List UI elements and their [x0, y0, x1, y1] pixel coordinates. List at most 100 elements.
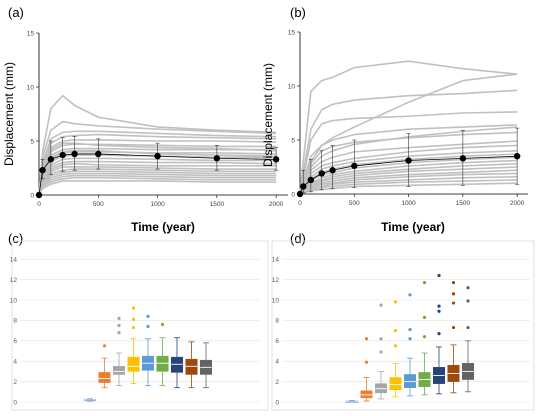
mean-point [272, 156, 280, 163]
mean-point [71, 150, 78, 158]
y-tick-label: 5 [291, 137, 295, 144]
outlier-point [422, 281, 427, 285]
x-tick-label: 500 [93, 201, 104, 208]
outlier-point [466, 299, 470, 303]
y-tick-label: 6 [275, 338, 279, 345]
line-panel-1: (b) 0 5 10 15 0 500 1000 1500 2000 Time (year) Disp… [261, 5, 528, 234]
outlier-point [408, 293, 412, 297]
outlier-point [451, 292, 456, 296]
outlier-point [364, 337, 369, 341]
mean-point [351, 162, 358, 170]
box [127, 356, 140, 372]
series-line [38, 94, 277, 196]
outlier-point [408, 327, 412, 332]
box [360, 390, 373, 399]
y-tick-label: 8 [13, 318, 17, 325]
y-tick-label: 0 [291, 191, 295, 198]
outlier-point [466, 286, 470, 290]
mean-point [59, 151, 66, 159]
outlier-point [379, 303, 383, 307]
panel-label: (d) [290, 231, 306, 246]
outlier-point [117, 331, 121, 335]
outlier-point [117, 316, 121, 320]
y-tick-label: 6 [13, 338, 17, 345]
line-panel-0: (a) 0 5 10 15 0 500 1000 1500 2000 Time (year) Disp… [2, 5, 288, 234]
series-line [38, 120, 277, 196]
mean-point [405, 157, 412, 164]
series-line [38, 130, 277, 196]
outlier-point [146, 314, 150, 318]
box-panel-2: (c) 0 2 4 6 8 10 12 14 [8, 231, 269, 411]
outlier-point [393, 329, 398, 333]
outlier-point [131, 317, 136, 321]
outlier-point [437, 309, 441, 313]
x-tick-label: 2000 [510, 200, 525, 207]
mean-point [307, 176, 315, 184]
box [185, 358, 198, 375]
box [389, 377, 402, 391]
mean-point [513, 153, 521, 160]
x-tick-label: 0 [37, 201, 41, 208]
outlier-point [422, 335, 427, 339]
box [113, 366, 125, 375]
mean-point [318, 170, 325, 177]
panel-label: (a) [8, 5, 24, 20]
outlier-point [451, 281, 456, 285]
box-panel-3: (d) 0 2 4 6 8 10 12 14 [271, 231, 535, 411]
y-tick-label: 14 [10, 257, 18, 264]
outlier-point [379, 350, 383, 354]
mean-point [47, 156, 55, 163]
outlier-point [364, 360, 369, 364]
y-tick-label: 15 [288, 29, 296, 36]
box [404, 374, 416, 388]
y-tick-label: 10 [272, 297, 280, 304]
series-line [299, 89, 518, 195]
mean-point [296, 190, 304, 198]
outlier-point [131, 306, 136, 310]
x-tick-label: 1000 [401, 200, 416, 207]
outlier-point [146, 324, 150, 329]
series-line [38, 174, 277, 196]
x-tick-label: 0 [298, 200, 302, 207]
panel-label: (c) [8, 231, 23, 246]
mean-point [35, 191, 43, 199]
mean-point [329, 167, 336, 174]
y-axis-title: Displacement (mm) [261, 63, 275, 167]
x-tick-label: 1500 [210, 201, 225, 208]
y-tick-label: 0 [13, 399, 17, 406]
outlier-point [117, 323, 121, 328]
mean-point [95, 150, 102, 158]
outlier-point [437, 273, 441, 278]
outlier-point [393, 300, 398, 304]
series-line [299, 111, 518, 195]
series-line [38, 176, 277, 196]
y-tick-label: 12 [10, 277, 18, 284]
x-axis-title: Time (year) [381, 220, 445, 234]
outlier-point [379, 337, 383, 341]
outlier-point [437, 332, 441, 336]
outlier-point [422, 315, 427, 319]
y-tick-label: 15 [27, 30, 35, 37]
box [98, 372, 111, 383]
outlier-point [102, 344, 107, 348]
box [171, 356, 183, 373]
y-axis-title: Displacement (mm) [2, 62, 16, 166]
y-tick-label: 12 [272, 277, 280, 284]
outlier-point [451, 301, 456, 305]
y-tick-label: 4 [13, 359, 17, 366]
mean-point [300, 183, 307, 190]
y-tick-label: 0 [30, 192, 34, 199]
x-tick-label: 500 [349, 200, 360, 207]
y-tick-label: 4 [275, 359, 279, 366]
y-tick-label: 10 [288, 83, 296, 90]
x-tick-label: 2000 [269, 201, 284, 208]
mean-point [213, 155, 221, 162]
y-tick-label: 10 [27, 84, 35, 91]
outlier-point [393, 344, 398, 348]
mean-point [154, 152, 161, 160]
outlier-point [466, 325, 470, 330]
series-line [299, 124, 518, 195]
x-axis-title: Time (year) [131, 220, 195, 234]
x-tick-label: 1500 [456, 200, 471, 207]
